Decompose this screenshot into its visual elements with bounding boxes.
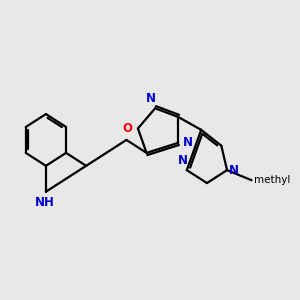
Text: methyl: methyl: [254, 175, 291, 185]
Text: NH: NH: [34, 196, 54, 209]
Text: N: N: [146, 92, 156, 105]
Text: N: N: [183, 136, 194, 149]
Text: O: O: [123, 122, 133, 135]
Text: N: N: [230, 164, 239, 177]
Text: N: N: [178, 154, 188, 167]
